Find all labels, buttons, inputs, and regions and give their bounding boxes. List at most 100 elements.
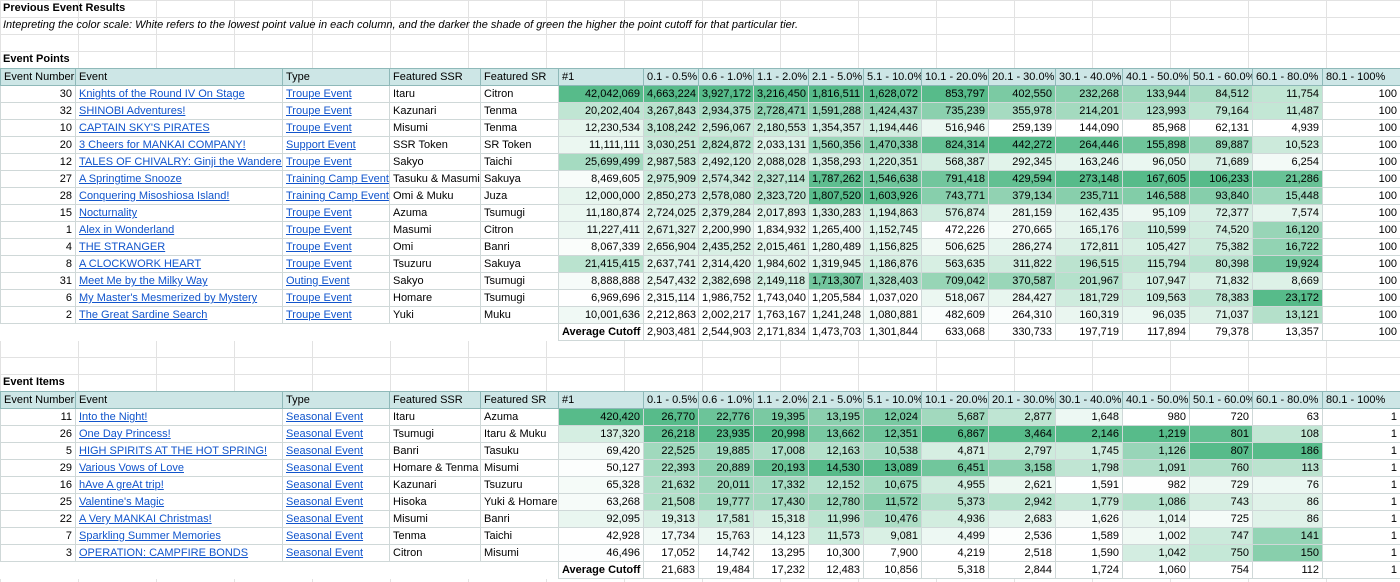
event-type-link[interactable]: Troupe Event xyxy=(282,221,390,239)
event-number-cell[interactable]: 1 xyxy=(0,221,76,239)
cutoff-cell[interactable]: 16,120 xyxy=(1252,221,1323,239)
cutoff-cell[interactable]: 100 xyxy=(1322,187,1400,205)
cutoff-cell[interactable]: 15,448 xyxy=(1252,187,1323,205)
empty-cell[interactable] xyxy=(282,561,390,579)
average-cutoff-label[interactable]: Average Cutoff xyxy=(558,323,644,341)
cutoff-cell[interactable]: 11,227,411 xyxy=(558,221,644,239)
cutoff-cell[interactable]: 1,603,926 xyxy=(863,187,922,205)
featured-ssr-cell[interactable]: Sakyo xyxy=(389,153,481,171)
cutoff-cell[interactable]: 2,015,461 xyxy=(753,238,809,256)
cutoff-cell[interactable]: 86 xyxy=(1252,510,1323,528)
average-cutoff-cell[interactable]: 1,724 xyxy=(1055,561,1123,579)
cutoff-cell[interactable]: 2,149,118 xyxy=(753,272,809,290)
featured-ssr-cell[interactable]: Masumi xyxy=(389,221,481,239)
event-number-cell[interactable]: 31 xyxy=(0,272,76,290)
cutoff-cell[interactable]: 1,265,400 xyxy=(808,221,864,239)
cutoff-cell[interactable]: 17,734 xyxy=(643,527,699,545)
cutoff-cell[interactable]: 65,328 xyxy=(558,476,644,494)
cutoff-cell[interactable]: 13,295 xyxy=(753,544,809,562)
cutoff-cell[interactable]: 100 xyxy=(1322,255,1400,273)
cutoff-cell[interactable]: 20,193 xyxy=(753,459,809,477)
cutoff-cell[interactable]: 1,626 xyxy=(1055,510,1123,528)
cutoff-cell[interactable]: 2,033,131 xyxy=(753,136,809,154)
cutoff-cell[interactable]: 17,332 xyxy=(753,476,809,494)
cutoff-cell[interactable]: 516,946 xyxy=(921,119,989,137)
cutoff-cell[interactable]: 1,470,338 xyxy=(863,136,922,154)
event-number-cell[interactable]: 32 xyxy=(0,102,76,120)
cutoff-cell[interactable]: 292,345 xyxy=(988,153,1056,171)
cutoff-cell[interactable]: 21,508 xyxy=(643,493,699,511)
cutoff-cell[interactable]: 2,934,375 xyxy=(698,102,754,120)
featured-ssr-cell[interactable]: Tsuzuru xyxy=(389,255,481,273)
cutoff-cell[interactable]: 2,518 xyxy=(988,544,1056,562)
cutoff-cell[interactable]: 2,724,025 xyxy=(643,204,699,222)
event-type-link[interactable]: Troupe Event xyxy=(282,102,390,120)
cutoff-cell[interactable]: 1,628,072 xyxy=(863,85,922,103)
cutoff-cell[interactable]: 96,035 xyxy=(1122,306,1190,324)
cutoff-cell[interactable]: 1,194,446 xyxy=(863,119,922,137)
cutoff-cell[interactable]: 506,625 xyxy=(921,238,989,256)
cutoff-cell[interactable]: 17,008 xyxy=(753,442,809,460)
cutoff-cell[interactable]: 2,315,114 xyxy=(643,289,699,307)
event-number-cell[interactable]: 5 xyxy=(0,442,76,460)
cutoff-cell[interactable]: 3,108,242 xyxy=(643,119,699,137)
cutoff-cell[interactable]: 1,986,752 xyxy=(698,289,754,307)
cutoff-cell[interactable]: 100 xyxy=(1322,102,1400,120)
cutoff-cell[interactable]: 6,451 xyxy=(921,459,989,477)
event-link[interactable]: OPERATION: CAMPFIRE BONDS xyxy=(75,544,283,562)
event-type-link[interactable]: Troupe Event xyxy=(282,289,390,307)
cutoff-cell[interactable]: 801 xyxy=(1189,425,1253,443)
cutoff-cell[interactable]: 26,770 xyxy=(643,408,699,426)
event-number-cell[interactable]: 6 xyxy=(0,289,76,307)
column-header[interactable]: 10.1 - 20.0% xyxy=(921,68,989,86)
cutoff-cell[interactable]: 63,268 xyxy=(558,493,644,511)
column-header[interactable]: Featured SR xyxy=(480,391,559,409)
cutoff-cell[interactable]: 100 xyxy=(1322,153,1400,171)
cutoff-cell[interactable]: 13,195 xyxy=(808,408,864,426)
event-type-link[interactable]: Support Event xyxy=(282,136,390,154)
event-link[interactable]: Various Vows of Love xyxy=(75,459,283,477)
cutoff-cell[interactable]: 355,978 xyxy=(988,102,1056,120)
column-header[interactable]: 50.1 - 60.0% xyxy=(1189,391,1253,409)
cutoff-cell[interactable]: 12,351 xyxy=(863,425,922,443)
featured-ssr-cell[interactable]: Misumi xyxy=(389,510,481,528)
cutoff-cell[interactable]: 2,212,863 xyxy=(643,306,699,324)
cutoff-cell[interactable]: 6,969,696 xyxy=(558,289,644,307)
event-type-link[interactable]: Troupe Event xyxy=(282,255,390,273)
cutoff-cell[interactable]: 3,927,172 xyxy=(698,85,754,103)
column-header[interactable]: 0.1 - 0.5% xyxy=(643,391,699,409)
empty-cell[interactable] xyxy=(480,323,559,341)
cutoff-cell[interactable]: 150 xyxy=(1252,544,1323,562)
cutoff-cell[interactable]: 14,742 xyxy=(698,544,754,562)
cutoff-cell[interactable]: 472,226 xyxy=(921,221,989,239)
cutoff-cell[interactable]: 420,420 xyxy=(558,408,644,426)
cutoff-cell[interactable]: 196,515 xyxy=(1055,255,1123,273)
cutoff-cell[interactable]: 1,713,307 xyxy=(808,272,864,290)
cutoff-cell[interactable]: 1,037,020 xyxy=(863,289,922,307)
cutoff-cell[interactable]: 19,777 xyxy=(698,493,754,511)
average-cutoff-cell[interactable]: 1 xyxy=(1322,561,1400,579)
cutoff-cell[interactable]: 4,939 xyxy=(1252,119,1323,137)
featured-sr-cell[interactable]: Tsumugi xyxy=(480,289,559,307)
cutoff-cell[interactable]: 19,395 xyxy=(753,408,809,426)
event-type-link[interactable]: Seasonal Event xyxy=(282,442,390,460)
cutoff-cell[interactable]: 1,591,288 xyxy=(808,102,864,120)
cutoff-cell[interactable]: 1,328,403 xyxy=(863,272,922,290)
event-number-cell[interactable]: 3 xyxy=(0,544,76,562)
empty-cell[interactable] xyxy=(0,323,76,341)
featured-ssr-cell[interactable]: SSR Token xyxy=(389,136,481,154)
cutoff-cell[interactable]: 2,314,420 xyxy=(698,255,754,273)
cutoff-cell[interactable]: 2,180,553 xyxy=(753,119,809,137)
event-number-cell[interactable]: 2 xyxy=(0,306,76,324)
cutoff-cell[interactable]: 89,887 xyxy=(1189,136,1253,154)
event-type-link[interactable]: Seasonal Event xyxy=(282,544,390,562)
featured-sr-cell[interactable]: Tsumugi xyxy=(480,204,559,222)
event-type-link[interactable]: Troupe Event xyxy=(282,204,390,222)
column-header[interactable]: 40.1 - 50.0% xyxy=(1122,391,1190,409)
average-cutoff-cell[interactable]: 633,068 xyxy=(921,323,989,341)
featured-sr-cell[interactable]: Misumi xyxy=(480,459,559,477)
cutoff-cell[interactable]: 5,373 xyxy=(921,493,989,511)
cutoff-cell[interactable]: 3,030,251 xyxy=(643,136,699,154)
cutoff-cell[interactable]: 1,745 xyxy=(1055,442,1123,460)
event-number-cell[interactable]: 8 xyxy=(0,255,76,273)
